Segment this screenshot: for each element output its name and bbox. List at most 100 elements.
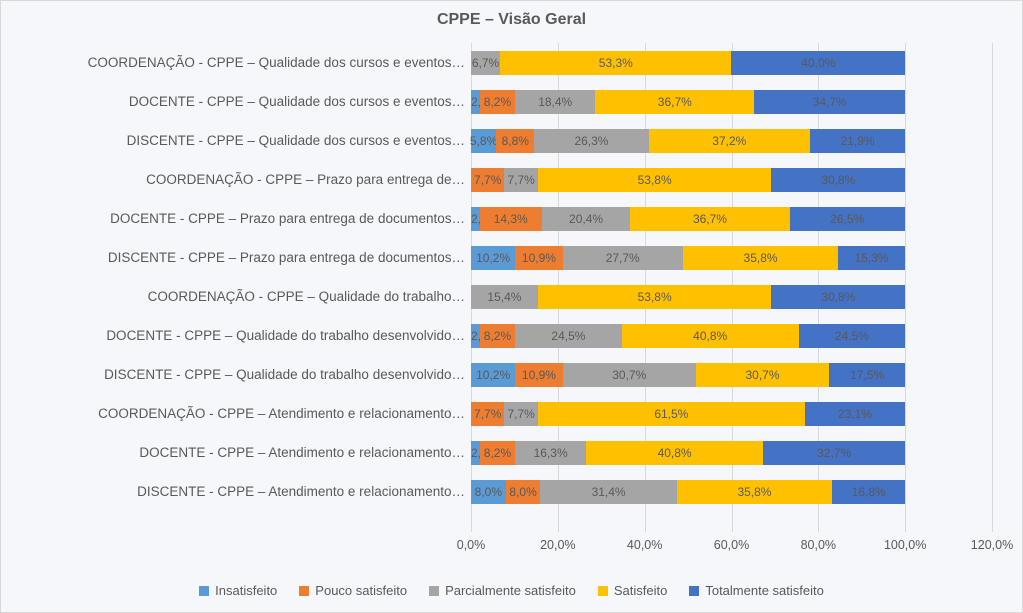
bar-track: 5,8%8,8%26,3%37,2%21,9% [471, 129, 992, 153]
chart-legend: Insatisfeito Pouco satisfeito Parcialmente… [1, 583, 1022, 598]
bar-value-label: 34,7% [813, 95, 847, 109]
bar-value-label: 5,8% [470, 134, 497, 148]
bar-track: 10,2%10,9%27,7%35,8%15,3% [471, 246, 992, 270]
x-axis-tick-label: 60,0% [714, 538, 749, 552]
bar-value-label: 24,5% [835, 329, 869, 343]
x-axis-tick-label: 40,0% [627, 538, 662, 552]
category-label: DOCENTE - CPPE – Prazo para entrega de d… [31, 211, 471, 226]
bar-segment-totalmente: 23,1% [805, 402, 905, 426]
bar-value-label: 53,3% [599, 56, 633, 70]
bar-segment-parcialmente: 24,5% [515, 324, 621, 348]
bar-value-label: 40,0% [801, 56, 835, 70]
bar-track: 2,0%14,3%20,4%36,7%26,5% [471, 207, 992, 231]
bar-track: 2,0%8,2%24,5%40,8%24,5% [471, 324, 992, 348]
bar-segment-insatisfeito: 2,0% [471, 441, 480, 465]
chart-row: DOCENTE - CPPE – Qualidade dos cursos e … [31, 82, 992, 121]
category-label: DOCENTE - CPPE – Qualidade do trabalho d… [31, 328, 471, 343]
bar-segment-totalmente: 34,7% [754, 90, 905, 114]
bar-value-label: 30,8% [821, 173, 855, 187]
legend-swatch-icon [598, 586, 608, 596]
bar-value-label: 53,8% [638, 173, 672, 187]
legend-swatch-icon [299, 586, 309, 596]
bar-segment-parcialmente: 30,7% [563, 363, 696, 387]
bar-value-label: 36,7% [658, 95, 692, 109]
bar-segment-parcialmente: 20,4% [542, 207, 631, 231]
bar-segment-satisfeito: 30,7% [696, 363, 829, 387]
bar-value-label: 8,2% [484, 446, 511, 460]
category-label: DISCENTE - CPPE – Qualidade dos cursos e… [31, 133, 471, 148]
category-label: DOCENTE - CPPE – Atendimento e relaciona… [31, 445, 471, 460]
bar-segment-parcialmente: 26,3% [534, 129, 648, 153]
bar-segment-totalmente: 15,3% [838, 246, 904, 270]
bar-segment-totalmente: 26,5% [790, 207, 905, 231]
bar-track: 10,2%10,9%30,7%30,7%17,5% [471, 363, 992, 387]
x-axis-tick-label: 120,0% [971, 538, 1013, 552]
legend-label: Pouco satisfeito [315, 583, 407, 598]
bar-value-label: 26,3% [574, 134, 608, 148]
category-label: DISCENTE - CPPE – Prazo para entrega de … [31, 250, 471, 265]
bar-value-label: 24,5% [551, 329, 585, 343]
bar-segment-totalmente: 32,7% [763, 441, 905, 465]
legend-label: Insatisfeito [215, 583, 277, 598]
chart-row: DOCENTE - CPPE – Atendimento e relaciona… [31, 433, 992, 472]
bar-value-label: 30,8% [821, 290, 855, 304]
category-label: COORDENAÇÃO - CPPE – Qualidade dos curso… [31, 55, 471, 70]
chart-title: CPPE – Visão Geral [1, 1, 1022, 35]
legend-swatch-icon [429, 586, 439, 596]
bar-segment-parcialmente: 15,4% [471, 285, 538, 309]
chart-row: COORDENAÇÃO - CPPE – Atendimento e relac… [31, 394, 992, 433]
bar-value-label: 17,5% [850, 368, 884, 382]
bar-segment-parcialmente: 27,7% [563, 246, 683, 270]
legend-label: Parcialmente satisfeito [445, 583, 576, 598]
bar-track: 2,0%8,2%16,3%40,8%32,7% [471, 441, 992, 465]
bar-value-label: 8,0% [475, 485, 502, 499]
chart-row: COORDENAÇÃO - CPPE – Qualidade dos curso… [31, 43, 992, 82]
bar-segment-insatisfeito: 2,0% [471, 324, 480, 348]
bar-segment-totalmente: 21,9% [810, 129, 905, 153]
bar-value-label: 6,7% [472, 56, 499, 70]
x-axis-labels: 0,0%20,0%40,0%60,0%80,0%100,0%120,0% [471, 538, 992, 556]
bar-segment-insatisfeito: 2,0% [471, 90, 480, 114]
x-axis-tick-label: 100,0% [884, 538, 926, 552]
bar-segment-totalmente: 24,5% [799, 324, 905, 348]
category-label: COORDENAÇÃO - CPPE – Atendimento e relac… [31, 406, 471, 421]
bar-segment-insatisfeito: 10,2% [471, 363, 515, 387]
bar-segment-totalmente: 17,5% [829, 363, 905, 387]
bar-segment-parcialmente: 7,7% [504, 168, 537, 192]
bar-segment-parcialmente: 7,7% [504, 402, 537, 426]
bar-value-label: 35,8% [737, 485, 771, 499]
bar-segment-satisfeito: 36,7% [630, 207, 789, 231]
bar-segment-pouco_satisfeito: 8,2% [480, 441, 516, 465]
bar-value-label: 8,8% [502, 134, 529, 148]
bar-segment-insatisfeito: 10,2% [471, 246, 515, 270]
category-label: DOCENTE - CPPE – Qualidade dos cursos e … [31, 94, 471, 109]
chart-row: DISCENTE - CPPE – Prazo para entrega de … [31, 238, 992, 277]
bar-value-label: 14,3% [494, 212, 528, 226]
bar-segment-satisfeito: 61,5% [538, 402, 805, 426]
bar-segment-pouco_satisfeito: 8,8% [496, 129, 534, 153]
legend-item-parcialmente: Parcialmente satisfeito [429, 583, 576, 598]
bar-value-label: 16,8% [852, 485, 886, 499]
bar-value-label: 61,5% [654, 407, 688, 421]
bar-segment-pouco_satisfeito: 8,2% [480, 90, 516, 114]
bar-value-label: 7,7% [507, 173, 534, 187]
x-axis-tick-label: 20,0% [540, 538, 575, 552]
chart-plot: COORDENAÇÃO - CPPE – Qualidade dos curso… [31, 43, 992, 532]
bar-track: 0,0%7,7%7,7%61,5%23,1% [471, 402, 992, 426]
category-label: DISCENTE - CPPE – Atendimento e relacion… [31, 484, 471, 499]
bar-value-label: 10,2% [476, 368, 510, 382]
bar-value-label: 7,7% [474, 173, 501, 187]
bar-segment-satisfeito: 40,8% [586, 441, 763, 465]
bar-value-label: 21,9% [841, 134, 875, 148]
bar-segment-pouco_satisfeito: 10,9% [515, 363, 562, 387]
bar-segment-pouco_satisfeito: 8,2% [480, 324, 516, 348]
bar-segment-totalmente: 30,8% [771, 285, 905, 309]
bar-value-label: 35,8% [744, 251, 778, 265]
legend-swatch-icon [689, 586, 699, 596]
chart-row: DISCENTE - CPPE – Qualidade dos cursos e… [31, 121, 992, 160]
bar-value-label: 15,3% [854, 251, 888, 265]
bar-segment-totalmente: 16,8% [832, 480, 905, 504]
bar-value-label: 7,7% [507, 407, 534, 421]
bar-segment-insatisfeito: 5,8% [471, 129, 496, 153]
legend-label: Satisfeito [614, 583, 667, 598]
